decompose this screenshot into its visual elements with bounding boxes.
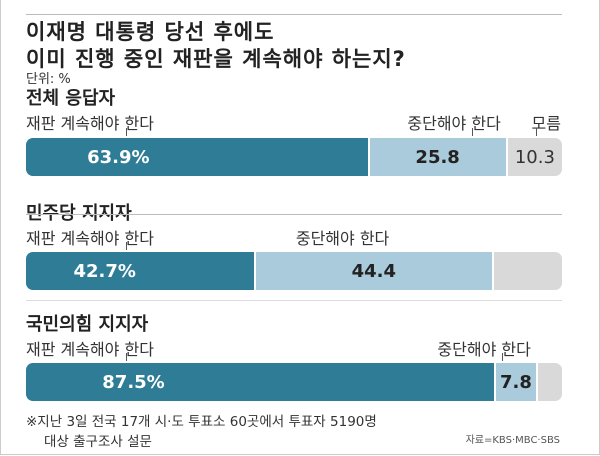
bar-segment: 42.7% [26, 252, 254, 290]
category-label: 재판 계속해야 한다 [26, 229, 154, 248]
category-label: 중단해야 한다 [407, 114, 501, 133]
category-label: 재판 계속해야 한다 [26, 340, 154, 359]
bar-segment: 7.8 [496, 363, 536, 401]
data-label: 25.8 [415, 146, 460, 168]
category-label: 모름 [531, 114, 561, 133]
bar-segment [537, 363, 562, 401]
chart-title-line-2: 이미 진행 중인 재판을 계속해야 하는지? [26, 47, 406, 71]
category-label: 중단해야 한다 [295, 229, 390, 248]
bar-segment: 44.4 [255, 252, 492, 290]
bar-segment: 10.3 [507, 138, 562, 176]
label-tick [501, 353, 503, 361]
footnote-line-2: 대상 출구조사 설문 [44, 434, 152, 450]
data-label: 10.3 [514, 146, 555, 168]
category-label: 재판 계속해야 한다 [26, 114, 154, 133]
bar-segment: 25.8 [369, 138, 506, 176]
chart-title-line-1: 이재명 대통령 당선 후에도 [26, 20, 275, 44]
label-tick [471, 128, 473, 136]
divider [26, 214, 562, 215]
label-tick [126, 353, 127, 361]
data-label: 42.7% [73, 260, 136, 282]
label-tick [126, 242, 127, 250]
top-rule [26, 14, 562, 15]
label-tick [126, 128, 127, 136]
data-label: 87.5% [102, 371, 165, 393]
source: 자료=KBS·MBC·SBS [465, 435, 560, 446]
footnote-line-1: ※지난 3일 전국 17개 시·도 투표소 60곳에서 투표자 5190명 [26, 414, 377, 430]
data-label: 7.8 [499, 371, 532, 393]
unit-label: 단위: % [26, 72, 71, 87]
bar-segment: 63.9% [26, 138, 368, 176]
data-label: 44.4 [351, 260, 397, 282]
category-label: 중단해야 한다 [437, 340, 531, 359]
label-tick [536, 128, 538, 136]
group-title: 전체 응답자 [26, 88, 116, 109]
bar-segment: 87.5% [26, 363, 494, 401]
group-title: 민주당 지지자 [26, 203, 132, 224]
divider [26, 300, 562, 301]
data-label: 63.9% [87, 146, 150, 168]
bar-segment [493, 252, 562, 290]
group-title: 국민의힘 지지자 [26, 314, 149, 335]
